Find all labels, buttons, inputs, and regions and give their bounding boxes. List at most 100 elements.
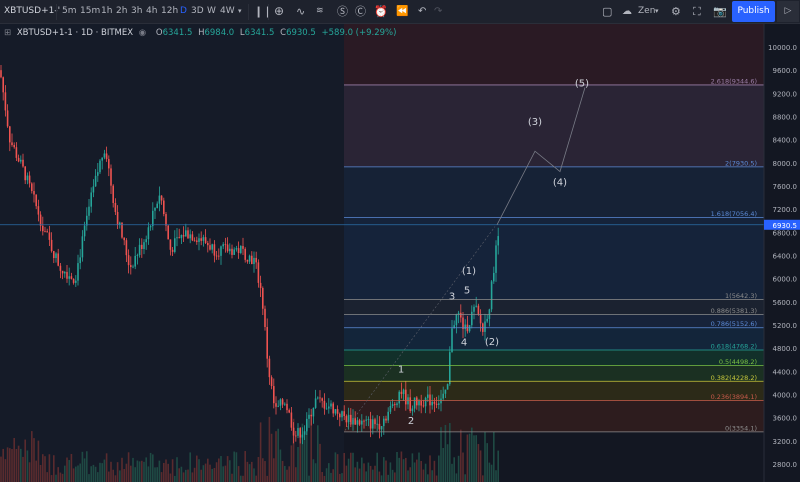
wave-label[interactable]: 1 [398, 365, 404, 376]
volume-bar [211, 468, 213, 482]
layout-dropdown-icon[interactable]: ▾ [655, 7, 659, 15]
interval-4w-button[interactable]: 4W [220, 6, 235, 16]
wave-projection-line[interactable] [496, 87, 586, 225]
interval-1d-button[interactable]: D [180, 6, 187, 16]
interval-5m-button[interactable]: 5m [62, 6, 77, 16]
interval-1h-button[interactable]: 1h [101, 6, 113, 16]
candle [160, 195, 163, 201]
candle [207, 242, 209, 246]
wave-label[interactable]: 3 [449, 291, 455, 302]
candle [180, 235, 183, 239]
legend-eye-icon[interactable]: ◉ [138, 28, 147, 38]
price-chart[interactable]: 2.618(9344.6) 2(7930.5) 1.618(7056.4) 1(564… [0, 24, 800, 482]
volume-bar [299, 436, 301, 482]
volume-bar [372, 469, 374, 482]
volume-bar [116, 462, 119, 482]
volume-bar [209, 464, 211, 482]
candle [446, 384, 449, 390]
candle [125, 240, 128, 256]
volume-bar [323, 475, 326, 482]
candle [20, 159, 22, 162]
candle [255, 257, 257, 263]
symbol-search-button[interactable]: XBTUSD+1-' [4, 6, 61, 16]
publish-button[interactable]: Publish [732, 1, 775, 22]
volume-bar [215, 462, 218, 482]
volume-bar [400, 451, 403, 482]
volume-bar [165, 459, 167, 482]
indicators-icon[interactable]: ∿ [296, 5, 306, 18]
replay-icon[interactable]: ⏪ [396, 6, 409, 17]
fullscreen-icon[interactable]: ⛶ [693, 5, 701, 18]
volume-bar [187, 469, 189, 482]
candle [215, 255, 218, 257]
volume-bar [79, 463, 81, 482]
candle [383, 418, 385, 427]
candle [79, 257, 81, 264]
candle [363, 420, 365, 422]
wave-label[interactable]: (4) [553, 177, 567, 188]
play-icon[interactable]: ▷ [777, 1, 799, 22]
legend-high: 6984.0 [204, 28, 235, 38]
candle [134, 255, 136, 267]
settings-icon[interactable]: ⚙ [671, 5, 681, 18]
legend-collapse-icon[interactable]: ⊞ [4, 28, 12, 38]
alarm-icon[interactable]: ⏰ [374, 5, 388, 18]
snapshot-icon[interactable]: 📷 [713, 5, 727, 18]
layout-name-button[interactable]: Zen [638, 6, 656, 16]
candle [127, 255, 130, 266]
currency-icon[interactable]: Ⓢ [337, 5, 348, 18]
volume-bar [46, 472, 48, 482]
candle [101, 157, 103, 161]
wave-label[interactable]: 5 [464, 286, 470, 297]
undo-icon[interactable]: ↶ [418, 6, 427, 17]
add-indicator-icon[interactable]: ⊕ [274, 4, 285, 18]
volume-bar [167, 463, 169, 482]
interval-dropdown-icon[interactable]: ▾ [238, 7, 242, 15]
candle [475, 305, 477, 307]
candle [211, 244, 213, 250]
volume-bar [207, 458, 209, 482]
candle [112, 185, 114, 203]
toolbar-divider [268, 4, 269, 20]
fullscreen-layout-icon[interactable]: ▢ [602, 5, 613, 18]
candle [229, 248, 231, 252]
volume-bar [424, 463, 427, 482]
alert-icon[interactable]: Ⓒ [355, 5, 366, 18]
wave-label[interactable]: (3) [528, 117, 542, 128]
candle [88, 206, 90, 216]
chart-type-icon[interactable]: ❙❙ [254, 5, 273, 18]
volume-bar [420, 460, 422, 482]
volume-bar [35, 460, 37, 482]
cloud-icon[interactable]: ☁ [622, 6, 632, 17]
interval-2h-button[interactable]: 2h [116, 6, 128, 16]
volume-bar [435, 475, 438, 482]
fib-zone [344, 365, 764, 382]
interval-1w-button[interactable]: W [207, 6, 216, 16]
interval-15m-button[interactable]: 15m [80, 6, 101, 16]
candle [108, 159, 110, 169]
candle [72, 278, 75, 283]
interval-3d-button[interactable]: 3D [191, 6, 204, 16]
volume-bar [464, 474, 466, 482]
legend-symbol[interactable]: XBTUSD+1-1 · 1D · BITMEX [16, 28, 134, 38]
interval-12h-button[interactable]: 12h [161, 6, 179, 16]
volume-bar [160, 472, 163, 482]
interval-4h-button[interactable]: 4h [146, 6, 158, 16]
price-axis-tick-label: 3200.0 [773, 438, 798, 446]
wave-label[interactable]: (1) [462, 266, 476, 277]
candle [365, 419, 367, 421]
candle [253, 257, 255, 265]
price-axis-tick-label: 6000.0 [773, 276, 798, 284]
candle [299, 428, 301, 438]
redo-icon[interactable]: ↷ [434, 6, 443, 17]
wave-label[interactable]: (2) [485, 337, 499, 348]
last-price-label: 6930.5 [773, 222, 798, 230]
candle [292, 427, 295, 436]
candle [367, 419, 370, 420]
candle [28, 175, 31, 184]
wave-label[interactable]: (5) [575, 78, 589, 89]
compare-icon[interactable]: ≋ [316, 6, 324, 16]
wave-label[interactable]: 4 [461, 338, 467, 349]
wave-label[interactable]: 2 [408, 416, 414, 427]
interval-3h-button[interactable]: 3h [131, 6, 143, 16]
